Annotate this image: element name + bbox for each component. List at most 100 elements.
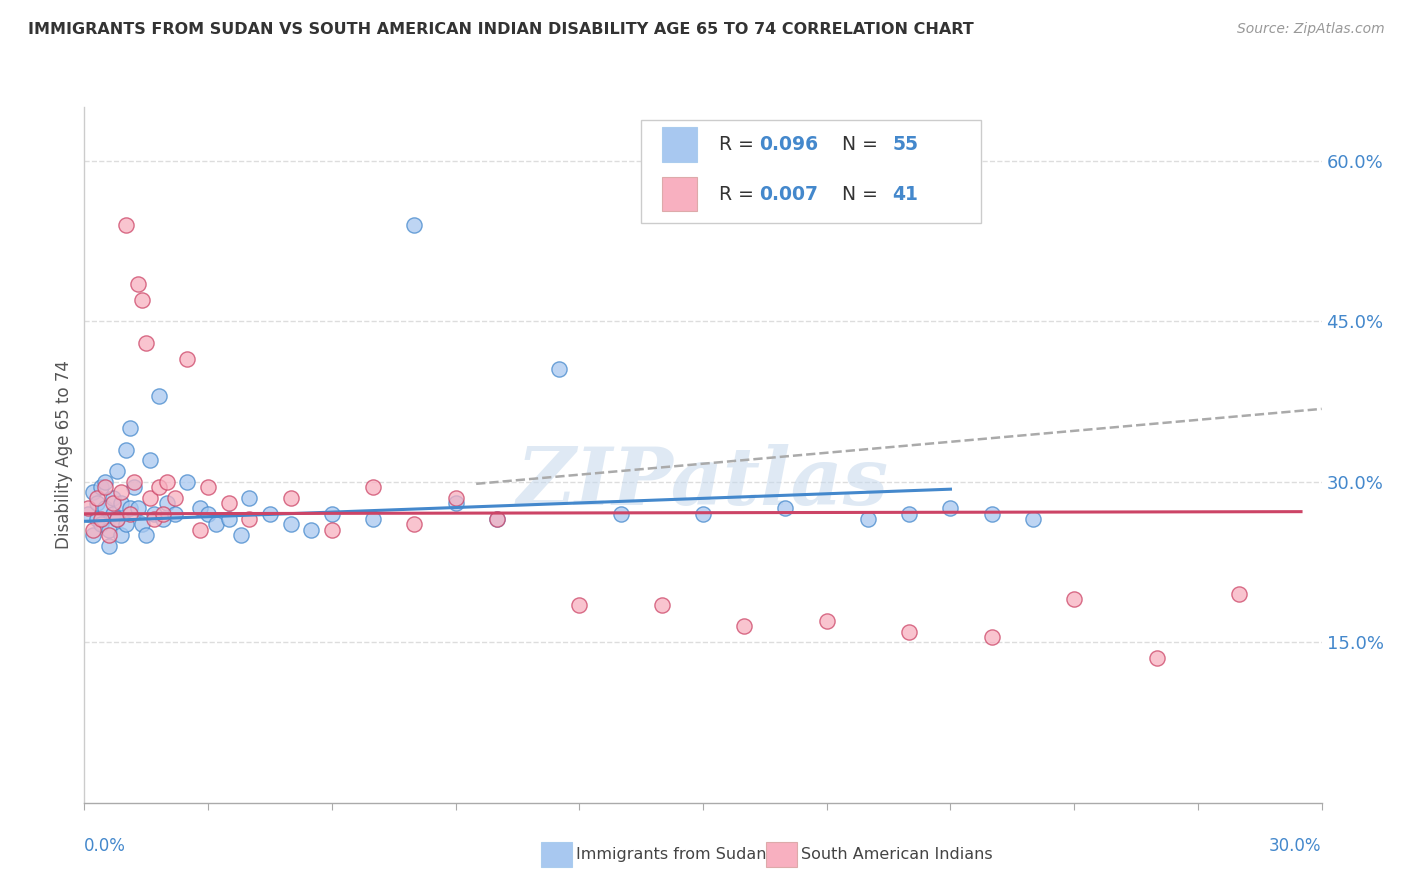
Point <box>143 507 166 521</box>
Text: ZIPatlas: ZIPatlas <box>517 444 889 522</box>
Point <box>90 480 112 494</box>
Point <box>568 598 591 612</box>
Point <box>139 453 162 467</box>
Point <box>980 630 1002 644</box>
Y-axis label: Disability Age 65 to 74: Disability Age 65 to 74 <box>55 360 73 549</box>
Text: R =: R = <box>718 185 761 203</box>
Point <box>156 475 179 489</box>
Point <box>218 496 240 510</box>
Point <box>1022 512 1045 526</box>
Point <box>118 421 141 435</box>
Point <box>118 501 141 516</box>
Text: R =: R = <box>718 135 761 154</box>
Point <box>280 517 302 532</box>
Point <box>775 501 797 516</box>
Point <box>218 512 240 526</box>
Point <box>110 528 132 542</box>
Point <box>82 485 104 500</box>
Point <box>939 501 962 516</box>
Point <box>86 496 108 510</box>
Point <box>94 480 117 494</box>
Point <box>547 362 569 376</box>
Text: N =: N = <box>831 185 884 203</box>
Point <box>651 598 673 612</box>
FancyBboxPatch shape <box>662 128 697 162</box>
Point <box>148 389 170 403</box>
Point <box>152 507 174 521</box>
Text: 41: 41 <box>893 185 918 203</box>
Point <box>898 507 921 521</box>
Point <box>321 507 343 521</box>
Point <box>127 501 149 516</box>
Point <box>77 507 100 521</box>
Point <box>444 491 467 505</box>
Point <box>733 619 755 633</box>
Point <box>114 442 136 457</box>
Point <box>609 507 631 521</box>
Point <box>82 528 104 542</box>
Point <box>188 523 211 537</box>
Point <box>139 491 162 505</box>
Point <box>361 480 384 494</box>
Point <box>90 512 112 526</box>
Point <box>98 539 121 553</box>
Point <box>444 496 467 510</box>
Point <box>86 491 108 505</box>
Text: South American Indians: South American Indians <box>801 847 993 862</box>
Point <box>105 512 128 526</box>
Point <box>98 523 121 537</box>
Point <box>114 218 136 232</box>
Point <box>103 507 125 521</box>
Text: 55: 55 <box>893 135 918 154</box>
Text: Immigrants from Sudan: Immigrants from Sudan <box>576 847 766 862</box>
Point <box>156 496 179 510</box>
Text: IMMIGRANTS FROM SUDAN VS SOUTH AMERICAN INDIAN DISABILITY AGE 65 TO 74 CORRELATI: IMMIGRANTS FROM SUDAN VS SOUTH AMERICAN … <box>28 22 974 37</box>
Point <box>105 512 128 526</box>
Point <box>135 335 157 350</box>
Text: 0.007: 0.007 <box>759 185 818 203</box>
Point <box>815 614 838 628</box>
Point <box>176 351 198 366</box>
Text: 30.0%: 30.0% <box>1270 837 1322 855</box>
Point <box>90 517 112 532</box>
Point <box>110 496 132 510</box>
Point <box>229 528 252 542</box>
Point <box>94 501 117 516</box>
Point <box>165 507 187 521</box>
Point <box>77 501 100 516</box>
FancyBboxPatch shape <box>641 120 981 223</box>
Point <box>197 507 219 521</box>
Point <box>280 491 302 505</box>
Text: 0.0%: 0.0% <box>84 837 127 855</box>
Point <box>176 475 198 489</box>
Point <box>238 512 260 526</box>
Point <box>127 277 149 291</box>
Point <box>114 517 136 532</box>
Point <box>131 517 153 532</box>
Point <box>197 480 219 494</box>
Point <box>404 218 426 232</box>
Point <box>692 507 714 521</box>
Point <box>259 507 281 521</box>
Point <box>1227 587 1250 601</box>
Point <box>165 491 187 505</box>
Point <box>1146 651 1168 665</box>
Point <box>94 475 117 489</box>
Point <box>238 491 260 505</box>
Point <box>118 507 141 521</box>
Point <box>188 501 211 516</box>
Point <box>103 491 125 505</box>
Point <box>152 512 174 526</box>
Point <box>980 507 1002 521</box>
Point <box>105 464 128 478</box>
Point <box>148 480 170 494</box>
Point <box>485 512 508 526</box>
Point <box>143 512 166 526</box>
Point <box>122 480 145 494</box>
Point <box>321 523 343 537</box>
Point <box>299 523 322 537</box>
Point <box>1063 592 1085 607</box>
Point <box>856 512 879 526</box>
Point <box>404 517 426 532</box>
Point <box>361 512 384 526</box>
